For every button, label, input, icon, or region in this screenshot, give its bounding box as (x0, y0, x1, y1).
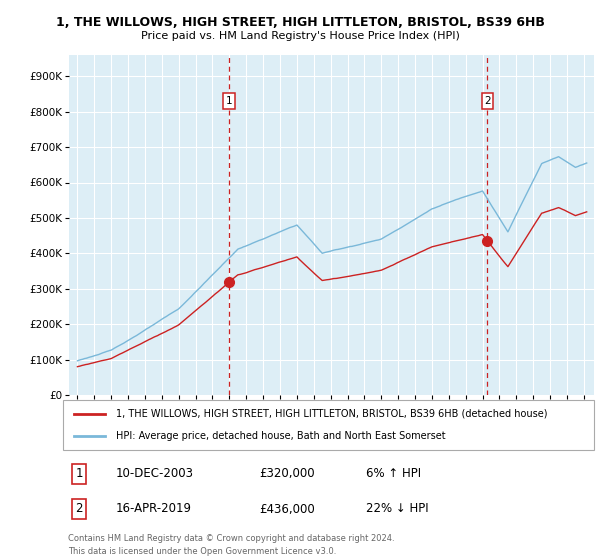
Text: 16-APR-2019: 16-APR-2019 (116, 502, 192, 516)
Text: HPI: Average price, detached house, Bath and North East Somerset: HPI: Average price, detached house, Bath… (116, 431, 446, 441)
Text: 1, THE WILLOWS, HIGH STREET, HIGH LITTLETON, BRISTOL, BS39 6HB (detached house): 1, THE WILLOWS, HIGH STREET, HIGH LITTLE… (116, 409, 548, 419)
Text: 2: 2 (75, 502, 83, 516)
Text: 1: 1 (226, 96, 233, 106)
Text: 22% ↓ HPI: 22% ↓ HPI (365, 502, 428, 516)
Text: 2: 2 (484, 96, 491, 106)
Text: 1: 1 (75, 467, 83, 480)
Text: 1, THE WILLOWS, HIGH STREET, HIGH LITTLETON, BRISTOL, BS39 6HB: 1, THE WILLOWS, HIGH STREET, HIGH LITTLE… (56, 16, 544, 29)
Text: 6% ↑ HPI: 6% ↑ HPI (365, 467, 421, 480)
Text: Contains HM Land Registry data © Crown copyright and database right 2024.
This d: Contains HM Land Registry data © Crown c… (68, 534, 395, 556)
Text: 10-DEC-2003: 10-DEC-2003 (116, 467, 194, 480)
Text: £436,000: £436,000 (259, 502, 315, 516)
Text: £320,000: £320,000 (259, 467, 315, 480)
Text: Price paid vs. HM Land Registry's House Price Index (HPI): Price paid vs. HM Land Registry's House … (140, 31, 460, 41)
